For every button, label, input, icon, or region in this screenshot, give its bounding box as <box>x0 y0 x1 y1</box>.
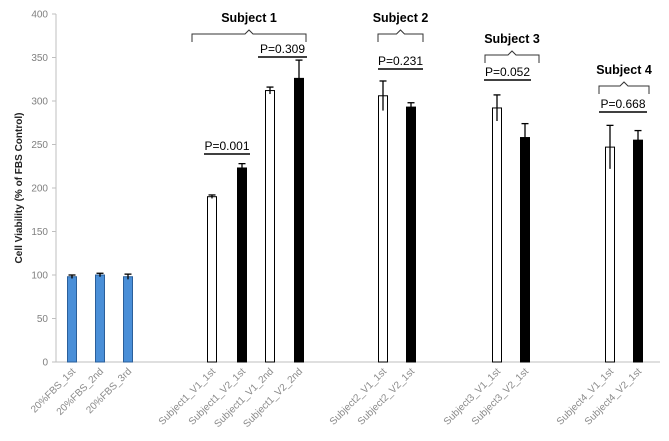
bars <box>67 59 643 363</box>
pvalue-label: P=0.052 <box>485 65 530 79</box>
y-axis: 0 50 100 150 200 250 300 350 400 <box>31 10 57 369</box>
y-tick-label: 0 <box>42 358 48 369</box>
subject-label: Subject 4 <box>596 63 652 77</box>
y-tick-label: 400 <box>31 10 48 21</box>
y-tick-label: 150 <box>31 227 48 238</box>
bar <box>265 90 275 363</box>
pvalue-label: P=0.309 <box>260 42 305 56</box>
pvalue-label: P=0.001 <box>204 139 249 153</box>
pvalue-label: P=0.231 <box>378 54 423 68</box>
subject-bracket <box>377 29 424 42</box>
bar <box>406 106 416 363</box>
subject-bracket <box>191 29 307 42</box>
bar <box>123 276 133 363</box>
y-tick-label: 50 <box>37 314 49 325</box>
y-axis-label: Cell Viability (% of FBS Control) <box>14 113 25 264</box>
bar <box>207 196 217 363</box>
bar <box>633 139 643 363</box>
subject-bracket <box>598 81 650 94</box>
y-tick-label: 200 <box>31 184 48 195</box>
subject-label: Subject 2 <box>373 11 429 25</box>
pvalue-label: P=0.668 <box>600 97 645 111</box>
annotations: Subject 1 Subject 2 Subject 3 Subject 4 P=0.… <box>191 11 652 155</box>
bar <box>237 167 247 363</box>
y-tick-label: 350 <box>31 53 48 64</box>
subject-label: Subject 3 <box>484 32 540 46</box>
bar <box>294 77 304 363</box>
bar <box>378 95 388 363</box>
bar <box>492 107 502 363</box>
bar <box>605 146 615 363</box>
subject-bracket <box>484 50 540 63</box>
subject-label: Subject 1 <box>221 11 277 25</box>
bar <box>520 137 530 363</box>
bar <box>67 276 77 363</box>
bar <box>95 274 105 363</box>
y-tick-label: 250 <box>31 140 48 151</box>
y-tick-label: 300 <box>31 97 48 108</box>
y-tick-label: 100 <box>31 271 48 282</box>
